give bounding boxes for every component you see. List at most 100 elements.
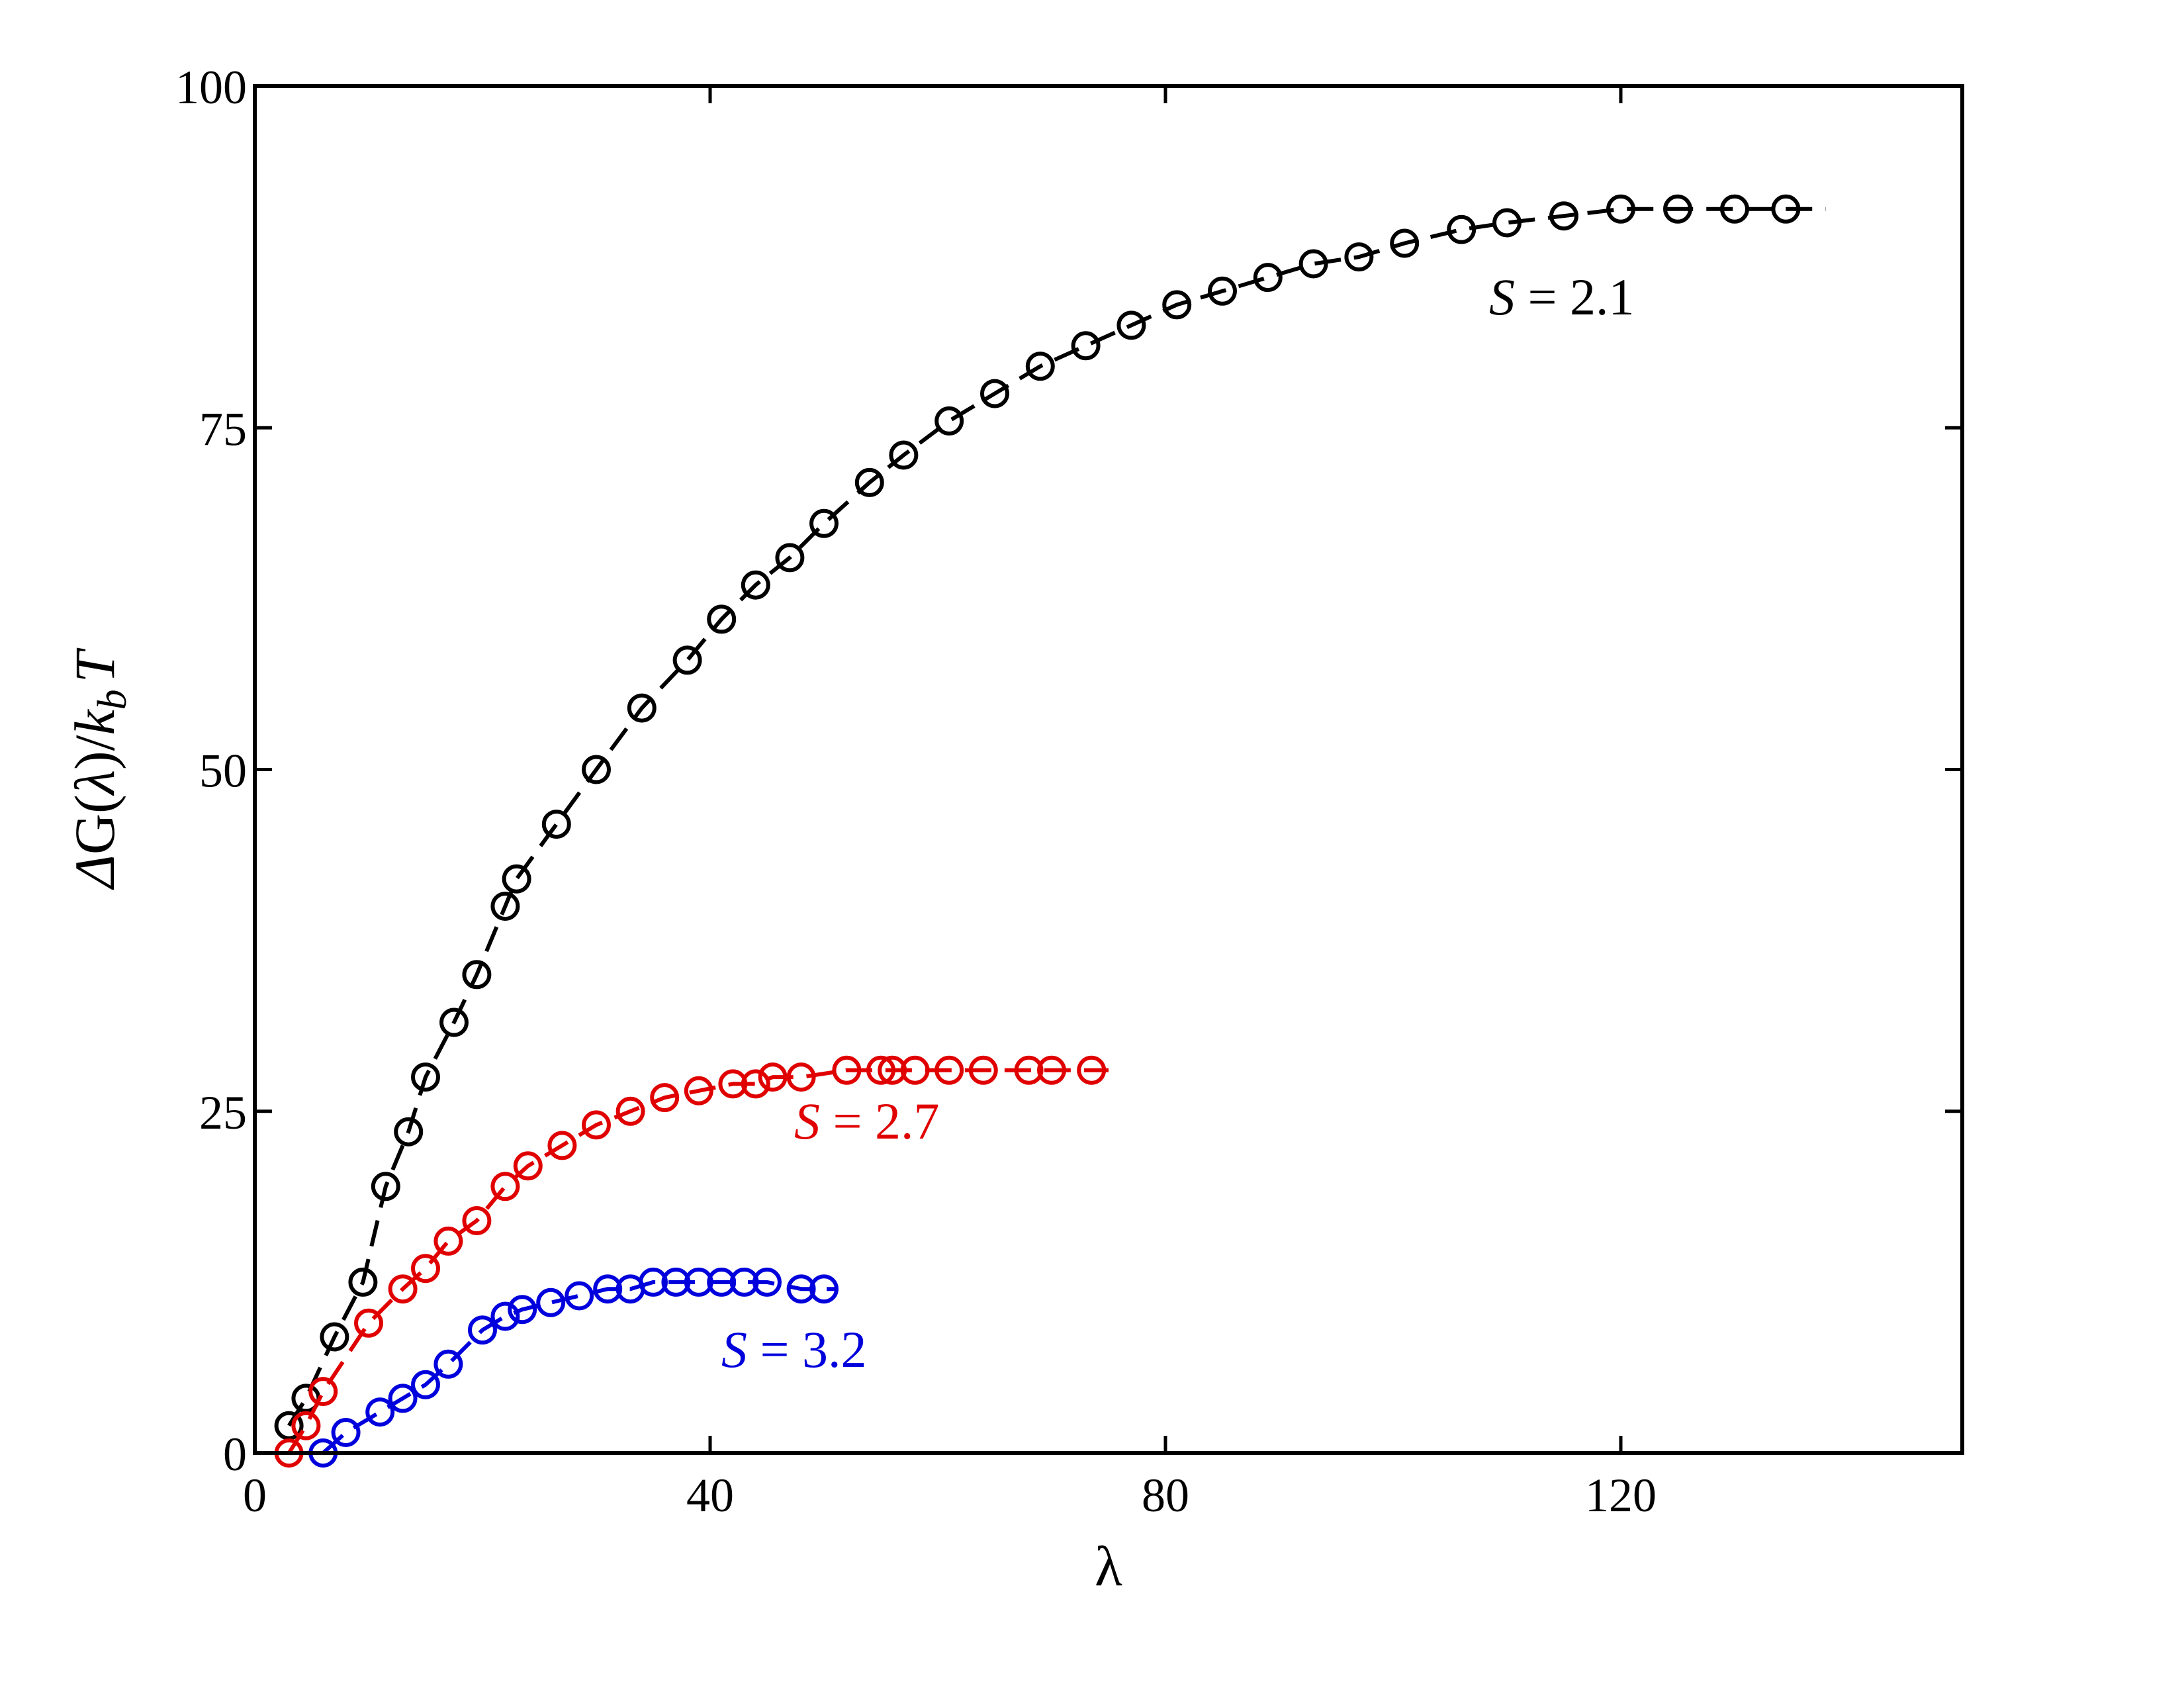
data-point [786,1274,816,1304]
y-tick-label: 0 [223,1428,247,1481]
series-line [287,207,1826,1427]
series-label-value: = 2.1 [1515,268,1635,326]
data-point [1116,310,1146,340]
y-label-g: G( [63,794,126,855]
series-label-s-3-2: S = 3.2 [721,1321,867,1378]
data-point [615,1096,645,1126]
data-point [411,1370,440,1399]
data-point [462,960,492,990]
data-point [490,1301,520,1331]
data-point [291,1411,321,1440]
series-label-var: S [794,1092,820,1150]
data-point [565,1281,594,1311]
data-point [411,1254,440,1284]
data-point [348,1267,378,1297]
data-point [541,810,571,839]
y-label-lambda: λ [63,770,126,796]
data-point [274,1411,304,1440]
x-axis-label: λ [1095,1534,1122,1598]
data-point [439,1008,469,1037]
series-label-var: S [1489,268,1515,326]
data-point [371,1172,400,1201]
x-tick-label: 80 [1142,1469,1189,1522]
data-point [934,1055,964,1085]
series-label-value: = 2.7 [820,1092,940,1150]
data-point [854,467,884,497]
data-point [866,1055,895,1085]
data-point [582,755,611,784]
data-point [672,645,702,675]
data-point [684,1267,713,1297]
plot-area [274,194,1826,1468]
data-point [741,570,770,600]
data-point [593,1274,623,1304]
y-label-slash: )/ [63,735,126,770]
series-label-value: = 3.2 [747,1321,867,1378]
data-point [1077,1055,1107,1085]
data-point [433,1349,463,1379]
data-point [1720,194,1749,224]
data-point [1492,208,1522,238]
y-label-k: k [63,708,126,735]
data-point [1447,214,1477,244]
data-point [1071,331,1101,361]
data-point [388,1274,418,1304]
x-tick-label: 0 [243,1469,267,1522]
data-point [707,604,737,634]
data-point [1025,352,1055,381]
series-line [287,1068,1109,1454]
x-tick-label: 120 [1585,1469,1657,1522]
data-point [1663,194,1692,224]
y-axis-label: ΔG(λ)/kbT [63,647,135,890]
data-point [394,1117,424,1147]
y-tick-label: 75 [199,402,247,455]
data-point [968,1055,998,1085]
x-tick-label: 40 [686,1469,734,1522]
data-point [308,1377,338,1407]
data-point [320,1322,349,1352]
data-point [388,1383,418,1413]
data-point [1549,201,1578,231]
y-tick-label: 25 [199,1086,247,1139]
y-tick-label: 50 [199,745,247,798]
data-point [684,1076,713,1105]
data-point [1606,194,1635,224]
data-point [707,1267,737,1297]
data-point [1208,276,1237,306]
data-point [934,406,964,436]
axis-ticks: 0 40 80 120 0 25 50 75 100 [175,61,1962,1522]
data-point [980,379,1009,408]
data-point [661,1267,691,1297]
series-label-var: S [721,1321,747,1378]
y-label-sub: b [90,689,135,710]
data-point [1390,228,1420,258]
data-point [468,1315,497,1345]
data-point [354,1308,383,1338]
data-point [547,1131,577,1160]
data-point [331,1418,361,1447]
data-point [718,1069,748,1099]
data-point [411,1062,440,1092]
data-point [900,1055,930,1085]
data-point [809,1274,839,1304]
data-point [758,1062,788,1092]
data-point [1014,1055,1044,1085]
data-point [582,1110,611,1140]
data-point [729,1267,759,1297]
data-point [889,440,919,470]
plot-frame [253,84,1964,1455]
data-point [639,1267,668,1297]
data-point [1162,290,1192,320]
data-point [752,1267,782,1297]
data-point [1037,1055,1066,1085]
data-point [1298,249,1328,279]
data-point [490,1172,520,1201]
data-point [786,1062,816,1092]
data-point [832,1055,862,1085]
data-point [536,1288,566,1317]
data-point [508,1295,537,1325]
data-point [513,1151,543,1181]
data-point [462,1206,492,1235]
data-point [490,892,520,921]
